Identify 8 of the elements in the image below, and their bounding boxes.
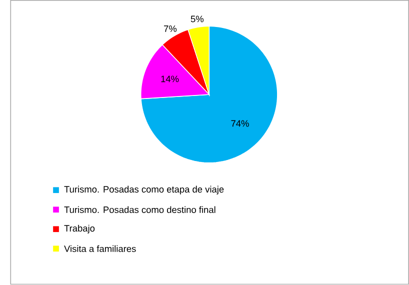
legend-label: Turismo. Posadas como destino final: [64, 206, 216, 214]
legend-label: Visita a familiares: [64, 245, 136, 252]
legend-label: Trabajo: [64, 225, 95, 234]
data-label: 5%: [190, 16, 204, 22]
data-label: 14%: [161, 76, 179, 82]
legend-label: Turismo. Posadas como etapa de viaje: [64, 186, 224, 195]
data-label: 7%: [164, 26, 177, 32]
data-label: 74%: [231, 120, 249, 127]
